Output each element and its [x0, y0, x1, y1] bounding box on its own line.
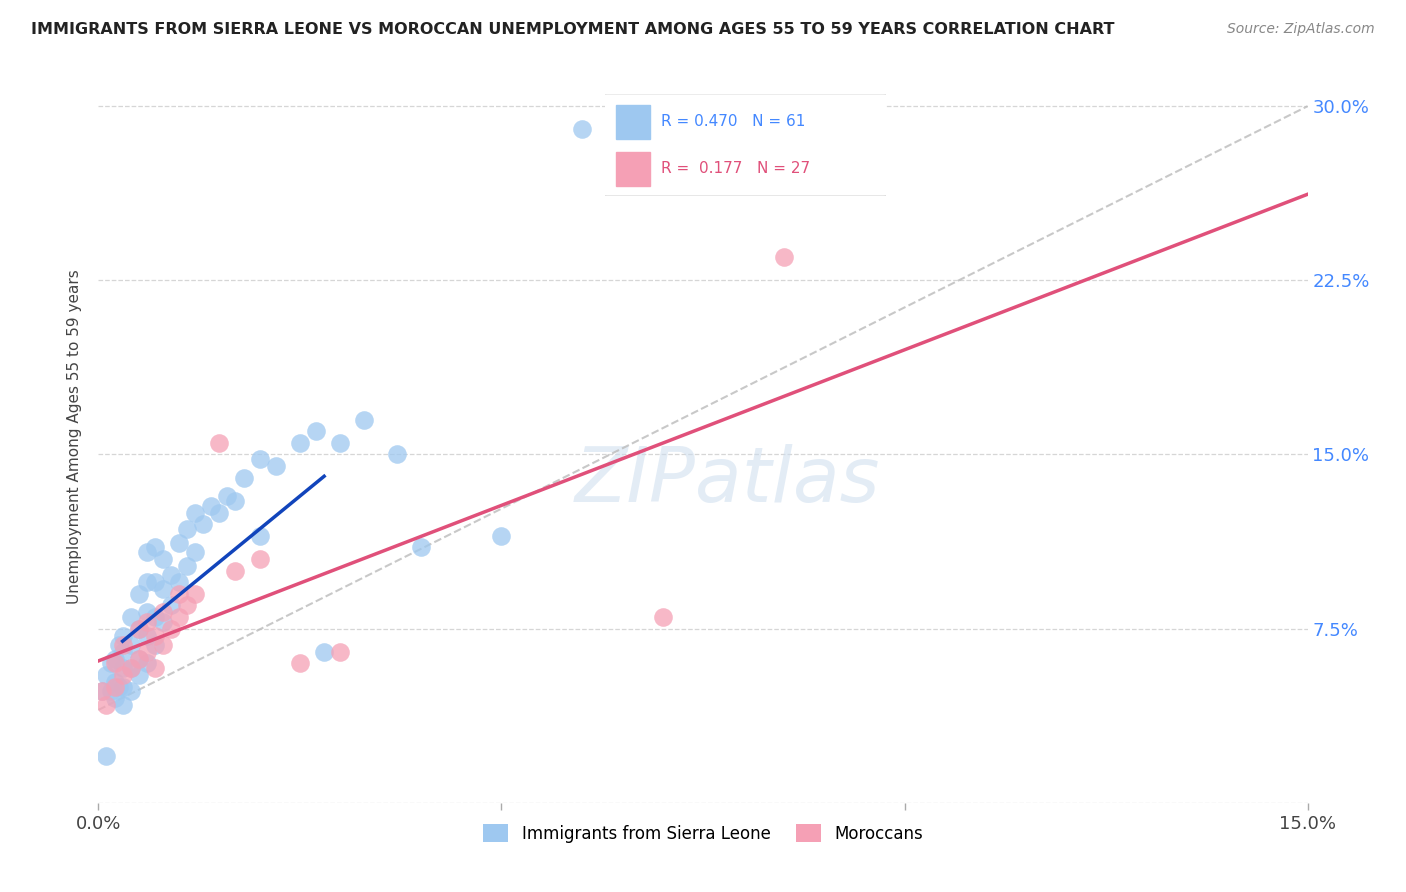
Point [167, 587, 190, 601]
Point [143, 629, 166, 643]
Point [107, 638, 129, 652]
Point [167, 535, 190, 549]
Point [143, 541, 166, 555]
Point [100, 657, 122, 671]
Point [103, 691, 125, 706]
Point [224, 494, 246, 508]
Point [167, 610, 190, 624]
Point [208, 436, 231, 450]
Point [329, 436, 352, 450]
Point [314, 645, 336, 659]
Point [305, 424, 328, 438]
Text: R = 0.470   N = 61: R = 0.470 N = 61 [661, 114, 806, 129]
Bar [616, 153, 650, 186]
Point [193, 517, 215, 532]
Text: ZIPatlas: ZIPatlas [575, 444, 880, 518]
Point [143, 575, 166, 590]
Point [120, 661, 142, 675]
Point [264, 459, 287, 474]
Point [651, 610, 673, 624]
Point [135, 629, 157, 643]
Y-axis label: Unemployment Among Ages 55 to 59 years: Unemployment Among Ages 55 to 59 years [67, 269, 83, 605]
Point [120, 661, 142, 675]
Point [100, 684, 122, 698]
Point [176, 599, 198, 613]
Point [111, 698, 134, 713]
Point [107, 680, 129, 694]
Point [111, 661, 134, 675]
Point [200, 499, 222, 513]
Point [103, 680, 125, 694]
Point [160, 568, 183, 582]
Point [128, 652, 150, 666]
Point [152, 582, 174, 597]
Point [385, 448, 408, 462]
Point [135, 606, 157, 620]
Point [135, 657, 157, 671]
Point [160, 599, 183, 613]
Text: IMMIGRANTS FROM SIERRA LEONE VS MOROCCAN UNEMPLOYMENT AMONG AGES 55 TO 59 YEARS : IMMIGRANTS FROM SIERRA LEONE VS MOROCCAN… [31, 22, 1115, 37]
Point [176, 558, 198, 573]
Point [135, 575, 157, 590]
Point [208, 506, 231, 520]
Point [184, 506, 207, 520]
Point [120, 684, 142, 698]
Point [249, 529, 271, 543]
Point [111, 645, 134, 659]
Point [128, 652, 150, 666]
Point [96, 698, 118, 713]
Point [217, 489, 239, 503]
Point [176, 522, 198, 536]
Point [111, 668, 134, 682]
Point [409, 541, 432, 555]
Legend: Immigrants from Sierra Leone, Moroccans: Immigrants from Sierra Leone, Moroccans [477, 818, 929, 849]
Point [120, 638, 142, 652]
Point [152, 552, 174, 566]
Point [288, 436, 311, 450]
Point [184, 587, 207, 601]
Point [353, 412, 375, 426]
Point [91, 684, 114, 698]
Point [249, 552, 271, 566]
Point [143, 610, 166, 624]
Point [143, 661, 166, 675]
Point [152, 638, 174, 652]
Point [135, 645, 157, 659]
Point [288, 657, 311, 671]
Point [103, 657, 125, 671]
Text: Source: ZipAtlas.com: Source: ZipAtlas.com [1227, 22, 1375, 37]
Point [143, 638, 166, 652]
Point [111, 629, 134, 643]
Point [128, 622, 150, 636]
Point [96, 668, 118, 682]
Point [111, 638, 134, 652]
Point [224, 564, 246, 578]
Point [491, 529, 513, 543]
Point [96, 749, 118, 764]
Point [135, 615, 157, 629]
Point [329, 645, 352, 659]
Point [135, 545, 157, 559]
Point [128, 622, 150, 636]
Point [128, 668, 150, 682]
Point [103, 652, 125, 666]
Point [571, 122, 593, 136]
Point [103, 675, 125, 690]
FancyBboxPatch shape [602, 94, 889, 196]
Point [167, 575, 190, 590]
Point [152, 606, 174, 620]
Point [152, 615, 174, 629]
Bar [616, 105, 650, 139]
Point [249, 452, 271, 467]
Point [91, 684, 114, 698]
Point [111, 680, 134, 694]
Point [184, 545, 207, 559]
Point [232, 471, 254, 485]
Point [160, 622, 183, 636]
Point [128, 587, 150, 601]
Point [772, 250, 794, 264]
Text: R =  0.177   N = 27: R = 0.177 N = 27 [661, 161, 810, 176]
Point [120, 610, 142, 624]
